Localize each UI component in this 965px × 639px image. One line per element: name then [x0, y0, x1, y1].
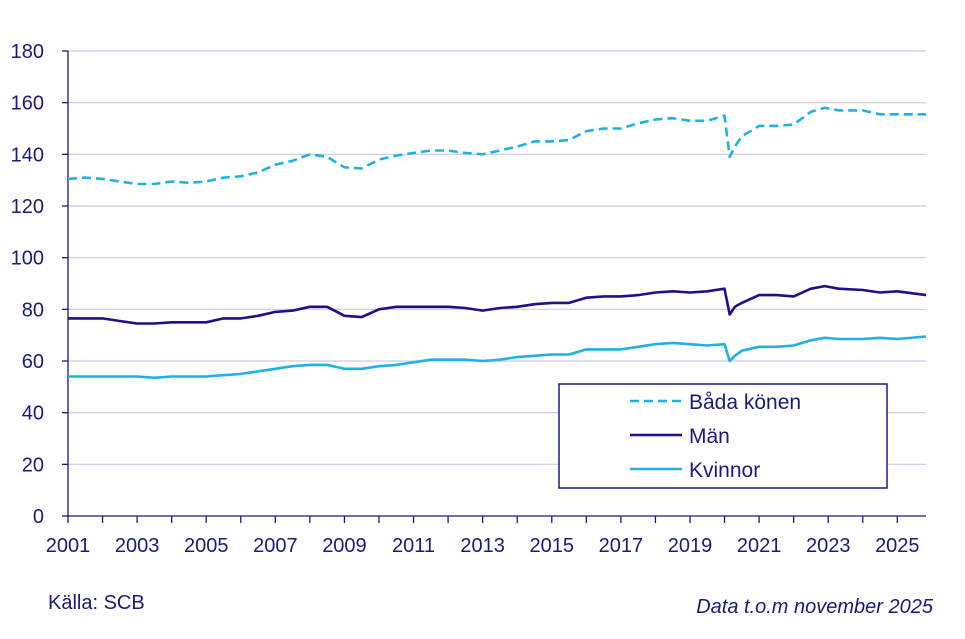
- x-tick-label-2019: 2019: [668, 535, 713, 557]
- legend-label-2: Kvinnor: [689, 459, 760, 482]
- axes: 0 20 40 60 80 100 120 140 160 180 2001 2003 2005 2007…: [11, 41, 926, 557]
- series-line-2: [68, 335, 927, 380]
- y-tick-label-20: 20: [22, 454, 44, 476]
- x-tick-label-2017: 2017: [599, 535, 644, 557]
- x-tick-label-2013: 2013: [460, 535, 505, 557]
- x-tick-label-2001: 2001: [46, 535, 91, 557]
- x-tick-label-2015: 2015: [530, 535, 575, 557]
- data-note: Data t.o.m november 2025: [696, 596, 933, 618]
- legend-label-1: Män: [689, 425, 730, 448]
- y-tick-label-60: 60: [22, 351, 44, 373]
- legend-box: [558, 383, 888, 489]
- y-tick-label-0: 0: [33, 506, 44, 528]
- x-tick-label-2025: 2025: [875, 535, 920, 557]
- legend: Båda könen Män Kvinnor: [558, 383, 888, 489]
- legend-label-0: Båda könen: [689, 391, 801, 414]
- x-tick-label-2005: 2005: [184, 535, 229, 557]
- y-tick-label-160: 160: [11, 93, 44, 115]
- y-tick-label-100: 100: [11, 248, 44, 270]
- x-tick-label-2021: 2021: [737, 535, 782, 557]
- y-tick-label-120: 120: [11, 196, 44, 218]
- y-tick-label-140: 140: [11, 144, 44, 166]
- x-tick-label-2009: 2009: [322, 535, 367, 557]
- x-tick-label-2007: 2007: [253, 535, 298, 557]
- gridlines: [68, 50, 926, 465]
- line-chart: 0 20 40 60 80 100 120 140 160 180 2001 2003 2005 2007…: [11, 41, 927, 557]
- series-line-1: [68, 284, 927, 325]
- x-tick-label-2023: 2023: [806, 535, 851, 557]
- source-label: Källa: SCB: [48, 592, 145, 614]
- x-tick-label-2011: 2011: [392, 535, 435, 557]
- y-tick-label-40: 40: [22, 403, 44, 425]
- y-tick-label-80: 80: [22, 299, 44, 321]
- y-tick-label-180: 180: [11, 41, 44, 63]
- series-lines: [67, 106, 927, 380]
- x-tick-label-2003: 2003: [115, 535, 160, 557]
- series-line-0: [67, 106, 926, 186]
